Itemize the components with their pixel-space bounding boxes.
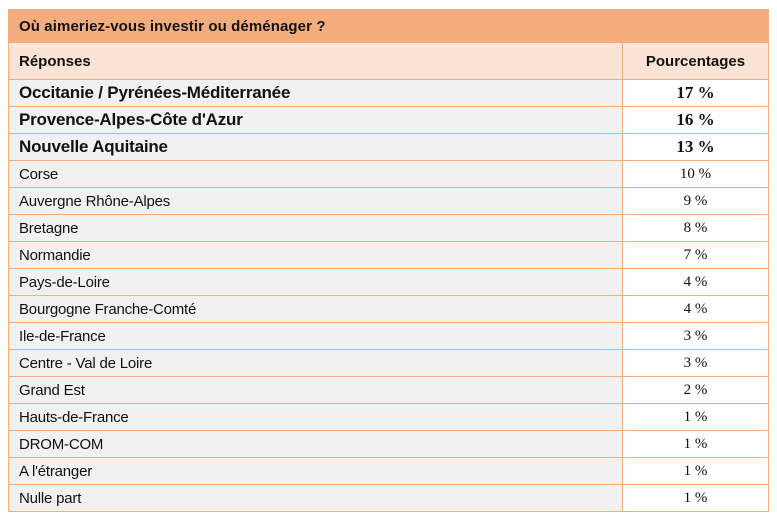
percentage-cell: 8 % [622,214,769,242]
table-row: Pays-de-Loire 4 % [8,268,769,296]
table-row: Nulle part 1 % [8,484,769,512]
response-cell: Nouvelle Aquitaine [8,133,623,161]
table-row: Grand Est 2 % [8,376,769,404]
table-row: Corse 10 % [8,160,769,188]
percentage-cell: 2 % [622,376,769,404]
table-row: Occitanie / Pyrénées-Méditerranée 17 % [8,79,769,107]
response-cell: Ile-de-France [8,322,623,350]
percentage-cell: 1 % [622,457,769,485]
response-cell: DROM-COM [8,430,623,458]
table-title: Où aimeriez-vous investir ou déménager ? [8,9,769,43]
percentage-cell: 4 % [622,295,769,323]
percentage-cell: 17 % [622,79,769,107]
table-row: DROM-COM 1 % [8,430,769,458]
table-body: Occitanie / Pyrénées-Méditerranée 17 % Pro… [8,79,769,512]
response-cell: Provence-Alpes-Côte d'Azur [8,106,623,134]
table-row: Bretagne 8 % [8,214,769,242]
response-cell: Pays-de-Loire [8,268,623,296]
table-title-row: Où aimeriez-vous investir ou déménager ? [8,9,769,43]
percentage-cell: 7 % [622,241,769,269]
response-cell: Centre - Val de Loire [8,349,623,377]
percentage-cell: 3 % [622,322,769,350]
response-cell: Hauts-de-France [8,403,623,431]
table-row: Hauts-de-France 1 % [8,403,769,431]
table-row: Provence-Alpes-Côte d'Azur 16 % [8,106,769,134]
table-row: Centre - Val de Loire 3 % [8,349,769,377]
survey-results-table: Où aimeriez-vous investir ou déménager ?… [8,9,769,512]
percentage-cell: 10 % [622,160,769,188]
percentage-cell: 13 % [622,133,769,161]
percentage-cell: 1 % [622,484,769,512]
response-cell: Corse [8,160,623,188]
percentage-cell: 4 % [622,268,769,296]
response-cell: A l'étranger [8,457,623,485]
percentage-cell: 16 % [622,106,769,134]
response-cell: Bourgogne Franche-Comté [8,295,623,323]
table-row: Nouvelle Aquitaine 13 % [8,133,769,161]
percentage-cell: 1 % [622,403,769,431]
table-row: Auvergne Rhône-Alpes 9 % [8,187,769,215]
table-row: A l'étranger 1 % [8,457,769,485]
column-header-percentages: Pourcentages [622,42,769,80]
response-cell: Occitanie / Pyrénées-Méditerranée [8,79,623,107]
response-cell: Grand Est [8,376,623,404]
percentage-cell: 9 % [622,187,769,215]
column-header-responses: Réponses [8,42,623,80]
response-cell: Bretagne [8,214,623,242]
table-row: Normandie 7 % [8,241,769,269]
response-cell: Nulle part [8,484,623,512]
survey-table-container: Où aimeriez-vous investir ou déménager ?… [8,9,769,512]
table-header-row: Réponses Pourcentages [8,42,769,80]
response-cell: Auvergne Rhône-Alpes [8,187,623,215]
table-row: Bourgogne Franche-Comté 4 % [8,295,769,323]
percentage-cell: 1 % [622,430,769,458]
response-cell: Normandie [8,241,623,269]
percentage-cell: 3 % [622,349,769,377]
table-row: Ile-de-France 3 % [8,322,769,350]
